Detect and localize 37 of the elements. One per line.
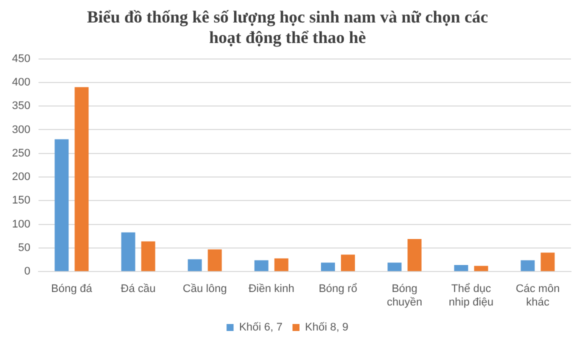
y-tick-label: 100	[12, 218, 30, 230]
bar	[188, 259, 202, 272]
legend-label: Khối 8, 9	[305, 322, 348, 334]
y-tick-label: 50	[18, 242, 30, 254]
x-tick-label: Cầu lông	[182, 283, 227, 296]
x-tick-label: Bóng rổ	[318, 283, 358, 296]
bar	[388, 262, 402, 272]
bar	[340, 254, 355, 272]
bar	[74, 87, 89, 272]
x-tick-label: Điền kinh	[248, 283, 294, 296]
bar	[540, 252, 555, 272]
y-tick-label: 350	[12, 100, 30, 112]
y-tick-label: 250	[12, 147, 30, 160]
bar	[141, 241, 156, 272]
x-tick-label: Thể dục nhip điệu	[448, 283, 494, 308]
x-tick-label: Đá cầu	[120, 283, 156, 296]
x-tick-label: Bóng đá	[51, 283, 94, 296]
bar	[474, 266, 488, 272]
bar	[408, 238, 422, 272]
bar	[254, 260, 268, 272]
x-tick-label: Bóng chuyền	[386, 283, 422, 308]
bar	[274, 258, 288, 272]
x-tick-label: Các môn khác	[516, 283, 560, 308]
y-tick-label: 200	[12, 171, 30, 184]
legend-label: Khối 6, 7	[239, 322, 282, 334]
bar	[208, 249, 222, 272]
bar	[54, 139, 69, 272]
y-tick-label: 300	[12, 124, 30, 136]
y-tick-label: 400	[12, 76, 30, 88]
y-tick-label: 450	[12, 52, 30, 65]
y-tick-label: 150	[12, 194, 30, 207]
chart-title: Biểu đồ thống kê số lượng học sinh nam và nữ chọn các hoạt động thể thao hè	[86, 8, 488, 47]
bar	[454, 264, 468, 272]
y-tick-label: 0	[24, 266, 30, 278]
bar	[520, 260, 535, 272]
bar	[320, 262, 335, 272]
bar	[121, 232, 136, 272]
